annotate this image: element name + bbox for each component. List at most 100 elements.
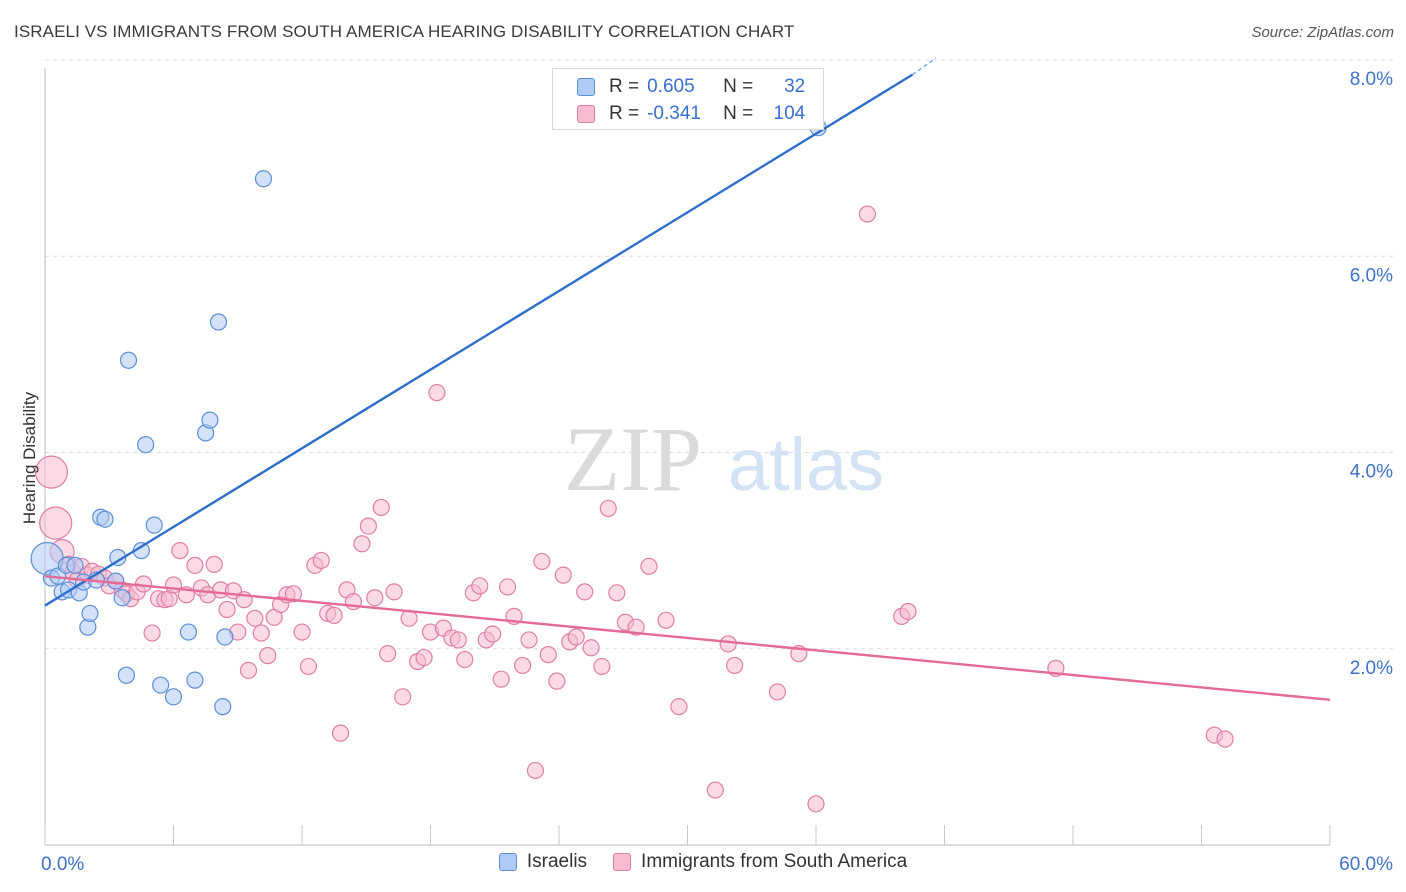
israelis-point [96,510,114,528]
south-america-point [428,384,446,402]
legend-row-south-america: R = -0.341 N = 104 [577,101,805,127]
south-america-point [726,656,744,675]
israelis-point [186,671,204,689]
south-america-point [526,761,545,780]
israelis-point [117,666,135,684]
israelis-point [152,676,170,694]
legend-n-value: 104 [773,103,806,124]
south-america-point [34,455,69,489]
south-america-point [513,656,532,675]
south-america-point [379,645,397,663]
watermark: ZIP atlas [564,408,884,510]
south-america-point [456,650,474,669]
south-america-point [353,535,371,553]
israelis-legend-icon [498,853,517,871]
south-america-point [807,795,825,813]
south-america-point [484,625,502,643]
south-america-legend-icon [613,853,632,871]
south-america-point [554,566,572,584]
watermark-zip: ZIP [564,408,702,510]
south-america-point [39,506,73,540]
south-america-point [331,724,350,742]
israelis-point [209,313,228,331]
south-america-point [284,585,303,603]
south-america-point [858,205,877,223]
south-america-point [520,631,538,649]
south-america-point [372,498,390,517]
south-america-point [492,670,510,688]
legend-label-south-america: Immigrants from South America [641,851,908,872]
south-america-point [567,628,585,646]
israelis-point [107,572,125,590]
israelis-point [201,411,219,429]
south-america-point [582,639,600,657]
x-tick-label: 0.0% [41,854,84,875]
south-america-point [385,583,403,601]
legend-r-label: R = [609,76,640,97]
chart-title: ISRAELI VS IMMIGRANTS FROM SOUTH AMERICA… [14,22,795,41]
south-america-swatch-icon [577,105,595,123]
south-america-point [599,499,617,518]
south-america-point [299,657,318,676]
y-tick-label: 2.0% [1350,658,1393,679]
south-america-point [499,578,517,596]
trend-layer [44,57,1331,701]
south-america-point [533,552,551,571]
south-america-point [899,602,917,621]
israelis-point [113,589,131,607]
south-america-point [1216,730,1234,748]
south-america-point [394,688,412,706]
israelis-point [254,170,273,188]
south-america-point [171,542,189,560]
south-america-point [325,606,343,624]
south-america-point [471,577,489,595]
south-america-point [657,611,675,629]
south-america-point [719,635,737,653]
south-america-point [259,647,277,665]
legend-n-label: N = [723,103,754,124]
south-america-point [312,551,330,570]
legend-row-israelis: R = 0.605 N = 32 [577,74,805,100]
legend-label-israelis: Israelis [526,851,588,872]
south-america-point [143,624,161,642]
israelis-point [81,604,99,623]
axis-layer: 2.0% 4.0% 6.0% 8.0% 0.0% 60.0% [41,68,1393,875]
points-south-america [34,205,1234,813]
south-america-point [640,557,658,575]
south-america-point [539,646,557,664]
south-america-point [359,517,377,535]
south-america-point [239,661,258,679]
south-america-point [449,631,467,649]
south-america-point [366,589,384,607]
y-tick-label: 6.0% [1350,265,1393,286]
south-america-point [670,698,688,716]
legend-item-south-america[interactable]: Immigrants from South America [613,851,907,873]
correlation-legend: R = 0.605 N = 32 R = -0.341 N = 104 [552,68,824,130]
south-america-point [608,584,626,602]
y-tick-label: 4.0% [1350,462,1393,483]
israelis-point [119,351,138,369]
south-america-point [576,583,594,601]
legend-r-label: R = [609,103,640,124]
south-america-point [593,657,611,676]
legend-n-label: N = [723,76,754,97]
south-america-point [205,555,223,573]
y-axis-label: Hearing Disability [20,391,39,524]
south-america-point [252,624,270,642]
south-america-point [186,556,204,574]
series-legend: Israelis Immigrants from South America [0,851,1406,873]
israelis-point [216,628,234,646]
legend-n-value: 32 [784,76,806,97]
watermark-atlas: atlas [728,423,884,506]
source-label: Source: ZipAtlas.com [1251,24,1394,41]
legend-r-value: -0.341 [647,103,701,124]
legend-r-value: 0.605 [647,76,695,97]
israelis-point [145,516,163,534]
south-america-point [768,683,787,701]
south-america-point [218,600,236,619]
legend-item-israelis[interactable]: Israelis [498,851,588,873]
israelis-swatch-icon [577,78,595,96]
grid-layer [45,59,1395,650]
south-america-point [293,623,311,641]
